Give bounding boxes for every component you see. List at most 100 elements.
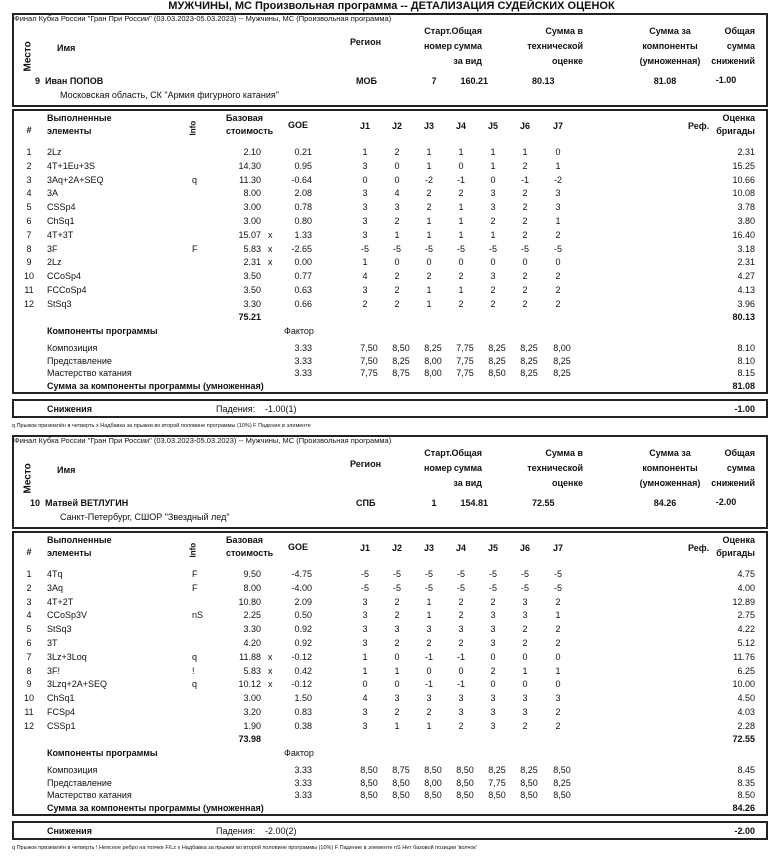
component-judge-score: 8,00 <box>424 368 442 379</box>
element-base-value: 3.00 <box>243 693 261 704</box>
judge-goe: 1 <box>362 665 368 676</box>
element-number: 2 <box>26 160 32 171</box>
num-header: # <box>26 547 32 557</box>
judge-header: J2 <box>391 121 402 131</box>
judge-goe: 3 <box>555 202 561 213</box>
element-base-value: 3.50 <box>243 285 261 295</box>
element-code: 3Lzq+2A+SEQ <box>47 679 108 690</box>
judge-goe: 2 <box>555 298 561 309</box>
element-number: 1 <box>26 569 32 579</box>
component-judge-score: 8,25 <box>488 765 506 775</box>
pcs-total: 84.26 <box>732 803 755 813</box>
judge-goe: 1 <box>458 216 464 226</box>
component-judge-score: 8,50 <box>424 790 442 801</box>
component-judge-score: 8,25 <box>553 777 571 788</box>
component-judge-score: 7,75 <box>360 368 378 379</box>
component-panel-score: 8.15 <box>737 368 755 379</box>
judge-goe: 3 <box>426 693 432 704</box>
judge-goe: 2 <box>394 610 400 621</box>
judge-goe: 2 <box>394 596 400 607</box>
element-number: 2 <box>26 582 32 593</box>
judge-goe: 1 <box>426 285 432 295</box>
deductions-label: Снижения <box>47 826 92 836</box>
start_no-header: номер <box>424 41 452 51</box>
element-code: 2Lz <box>47 257 62 268</box>
judge-goe: 0 <box>394 174 400 185</box>
element-number: 6 <box>26 638 32 648</box>
judge-goe: -5 <box>360 243 369 254</box>
element-row: 9 3Lzq+2A+SEQ q 10.12 x -0.12 0 0 -1 -1 0 0 0 10.00 <box>0 679 783 692</box>
element-base-value: 2.10 <box>243 147 261 157</box>
element-goe: 2.09 <box>294 596 312 607</box>
judge-goe: 2 <box>490 298 496 309</box>
component-judge-score: 8,50 <box>424 765 442 775</box>
judge-goe: 2 <box>394 285 400 295</box>
element-base-value: 4.20 <box>243 638 261 648</box>
judge-goe: -5 <box>520 569 529 579</box>
judge-goe: 0 <box>394 257 400 268</box>
judge-goe: 1 <box>426 720 432 731</box>
element-base-value: 3.00 <box>243 202 261 213</box>
judge-goe: 3 <box>490 624 496 635</box>
components-header: Компоненты программы <box>47 326 158 336</box>
element-goe: 0.38 <box>294 720 312 731</box>
judge-goe: 3 <box>362 202 368 213</box>
judge-goe: 2 <box>522 285 528 295</box>
bonus-marker: x <box>268 651 273 662</box>
name-header: Имя <box>57 43 76 53</box>
component-judge-score: 8,50 <box>360 765 378 775</box>
judge-goe: -5 <box>424 569 433 579</box>
element-goe: 0.66 <box>294 298 312 309</box>
judge-goe: 0 <box>458 257 464 268</box>
judge-goe: 1 <box>426 229 432 240</box>
judge-goe: 3 <box>522 610 528 621</box>
judge-goe: 0 <box>394 651 400 662</box>
component-judge-score: 8,75 <box>392 765 410 775</box>
element-goe: 0.21 <box>294 147 312 157</box>
place-value: 10 <box>29 498 40 508</box>
element-panel-score: 3.78 <box>737 202 755 213</box>
judge-goe: 2 <box>555 707 561 717</box>
judge-goe: 3 <box>490 188 496 199</box>
component-name: Представление <box>47 355 112 366</box>
element-goe: 2.08 <box>294 188 312 199</box>
panel-header: бригады <box>716 126 755 136</box>
element-row: 6 ChSq1 3.00 0.80 3 2 1 1 2 2 1 3.80 <box>0 216 783 229</box>
component-judge-score: 8,25 <box>553 368 571 379</box>
judge-goe: 3 <box>362 720 368 731</box>
tes-header: технической <box>527 41 583 51</box>
element-row: 8 3F F 5.83 x -2.65 -5 -5 -5 -5 -5 -5 -5 3.18 <box>0 244 783 257</box>
component-panel-score: 8.35 <box>737 777 755 788</box>
judge-goe: 0 <box>490 174 496 185</box>
element-row: 7 3Lz+3Loq q 11.88 x -0.12 1 0 -1 -1 0 0 0 11.76 <box>0 652 783 665</box>
element-row: 2 3Aq F 8.00 -4.00 -5 -5 -5 -5 -5 -5 -5 4.00 <box>0 583 783 596</box>
element-row: 3 4T+2T 10.80 2.09 3 2 1 2 2 3 2 12.89 <box>0 597 783 610</box>
element-base-value: 3.00 <box>243 216 261 226</box>
element-base-value: 1.90 <box>243 720 261 731</box>
element-code: 3T <box>47 638 58 648</box>
element-number: 6 <box>26 216 32 226</box>
judge-goe: -5 <box>520 243 529 254</box>
judge-goe: 2 <box>394 298 400 309</box>
element-number: 5 <box>26 624 32 635</box>
judge-goe: 2 <box>555 271 561 282</box>
judge-goe: 2 <box>555 596 561 607</box>
element-info: F <box>192 243 198 254</box>
info-header: Info <box>188 120 198 136</box>
skater-header-box <box>12 435 768 529</box>
element-code: FCSp4 <box>47 707 76 717</box>
judge-goe: -5 <box>456 569 465 579</box>
judge-goe: 3 <box>394 202 400 213</box>
element-code: 3F <box>47 243 58 254</box>
judge-goe: 3 <box>362 285 368 295</box>
element-base-value: 8.00 <box>243 582 261 593</box>
element-goe: 0.77 <box>294 271 312 282</box>
component-judge-score: 8,25 <box>520 765 538 775</box>
judge-goe: 3 <box>490 610 496 621</box>
element-goe: 0.83 <box>294 707 312 717</box>
element-base-value: 5.83 <box>243 243 261 254</box>
tes-total: 80.13 <box>732 312 755 322</box>
judge-goe: 0 <box>555 651 561 662</box>
factor-header: Фактор <box>284 748 314 758</box>
judge-goe: 0 <box>490 257 496 268</box>
